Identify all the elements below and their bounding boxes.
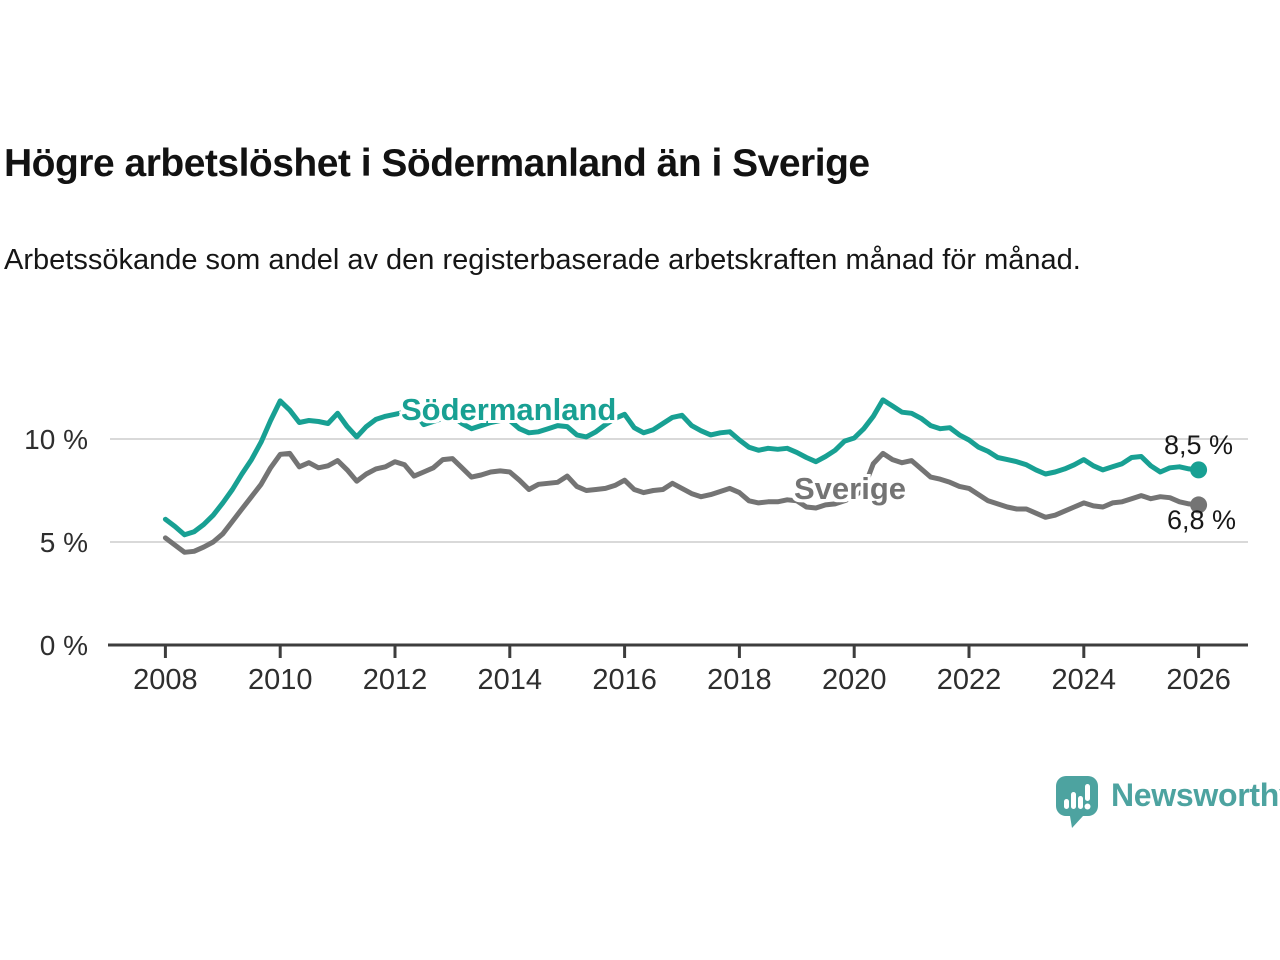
end-value-label-sodermanland: 8,5 % bbox=[1164, 430, 1234, 460]
chart-subtitle: Arbetssökande som andel av den registerb… bbox=[4, 244, 1081, 276]
x-tick-label: 2016 bbox=[592, 664, 657, 696]
x-tick-label: 2008 bbox=[133, 664, 198, 696]
x-tick-label: 2024 bbox=[1052, 664, 1117, 696]
x-tick-label: 2022 bbox=[937, 664, 1002, 696]
series-end-dot-södermanland bbox=[1190, 461, 1208, 479]
y-tick-label: 5 % bbox=[40, 527, 88, 558]
series-line-södermanland bbox=[162, 397, 1202, 538]
x-tick-label: 2020 bbox=[822, 664, 887, 696]
newsworthy-logo-text: Newsworthy bbox=[1111, 777, 1280, 813]
x-tick-label: 2026 bbox=[1166, 664, 1231, 696]
x-tick-label: 2018 bbox=[707, 664, 772, 696]
y-tick-label: 10 % bbox=[24, 424, 88, 455]
series-end-dot-sverige bbox=[1190, 496, 1208, 514]
newsworthy-pin-icon bbox=[1056, 776, 1098, 828]
series-label-sodermanland: Södermanland bbox=[401, 392, 617, 427]
end-value-label-sverige: 6,8 % bbox=[1167, 505, 1237, 535]
x-tick-label: 2010 bbox=[248, 664, 313, 696]
y-tick-label: 0 % bbox=[40, 630, 88, 661]
newsworthy-logo: Newsworthy bbox=[1056, 776, 1280, 828]
series-label-sverige: Sverige bbox=[794, 471, 907, 506]
series-line-sverige bbox=[162, 450, 1202, 555]
x-tick-label: 2014 bbox=[478, 664, 543, 696]
x-tick-label: 2012 bbox=[363, 664, 428, 696]
page-title: Högre arbetslöshet i Södermanland än i S… bbox=[4, 142, 870, 185]
